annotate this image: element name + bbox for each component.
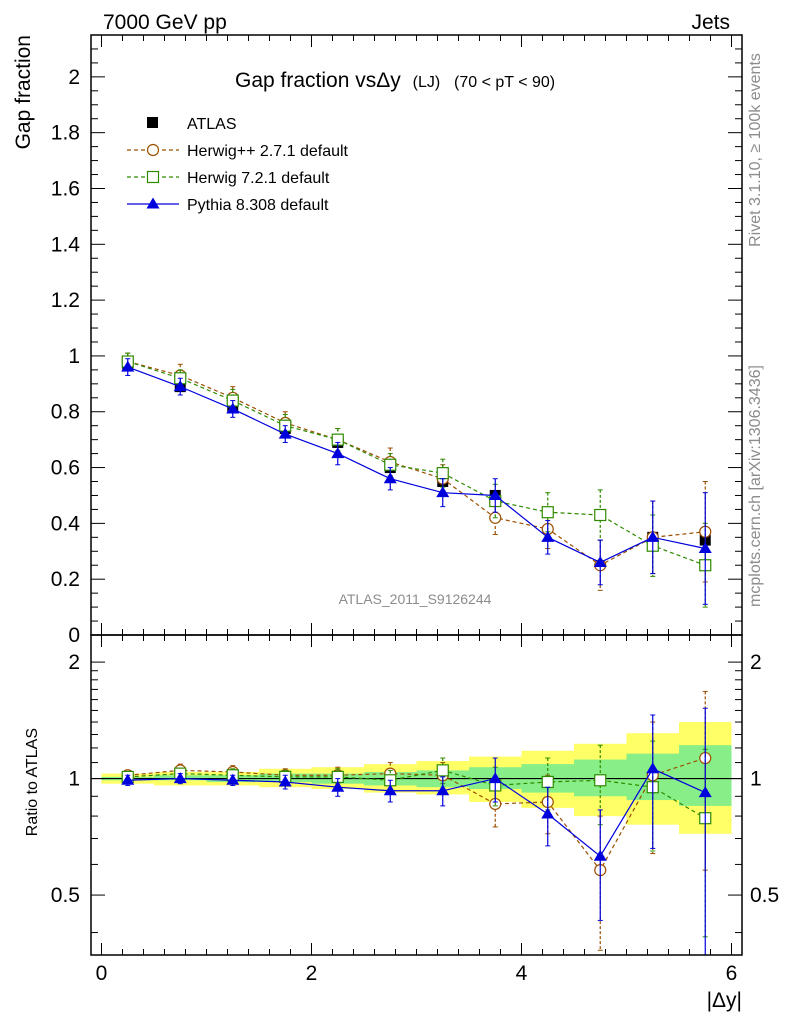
main-line-herwig-7-2-1-default	[127, 360, 706, 566]
legend-label-herwig7: Herwig 7.2.1 default	[187, 170, 330, 187]
main-point-herwig-7-2-1-default	[436, 467, 449, 480]
legend: ATLAS Herwig++ 2.7.1 default Herwig 7.2.…	[127, 116, 349, 214]
legend-label-atlas: ATLAS	[187, 116, 237, 133]
ratio-point-herwig-7-2-1-default	[436, 764, 449, 777]
legend-marker-atlas	[147, 117, 158, 128]
main-series-atlas	[122, 358, 711, 546]
x-tick-label: 4	[516, 962, 528, 985]
main-y-axis-label: Gap fraction	[12, 35, 35, 149]
main-series-pythia-8-308-default	[121, 358, 712, 605]
x-tick-label: 2	[306, 962, 318, 985]
main-y-tick-label: 1	[68, 345, 80, 368]
main-point-pythia-8-308-default	[383, 472, 397, 484]
ratio-uncertainty-bands	[101, 722, 732, 834]
main-line-herwig-2-7-1-default	[127, 360, 706, 566]
main-y-tick-label: 0.6	[51, 457, 80, 480]
main-y-tick-label: 0.4	[51, 512, 81, 535]
main-y-tick-label: 0	[68, 624, 80, 647]
axes-layer: 0 2 4 6 0 0.2 0.4 0.6 0.8 1 1.2 1.4 1.6 1.8 2 0.5 0.5 1 1 2…	[51, 34, 779, 985]
ratio-point-pythia-8-308-default	[331, 780, 345, 792]
ratio-point-pythia-8-308-default	[593, 849, 607, 861]
ratio-point-pythia-8-308-default	[226, 773, 240, 785]
ratio-y-tick-label-right: 2	[750, 651, 762, 674]
x-tick-label: 0	[96, 962, 108, 985]
main-point-herwig-7-2-1-default	[594, 508, 607, 522]
ratio-series-layer	[121, 690, 712, 956]
main-y-tick-label: 0.8	[51, 401, 80, 424]
analysis-watermark: ATLAS_2011_S9126244	[339, 591, 492, 607]
x-axis-label: |Δy|	[707, 989, 742, 1012]
ratio-point-pythia-8-308-default	[646, 762, 660, 774]
ratio-series-herwig-2-7-1-default	[121, 690, 712, 951]
main-point-pythia-8-308-default	[488, 488, 502, 500]
main-point-pythia-8-308-default	[173, 380, 187, 392]
main-series-herwig-7-2-1-default	[121, 352, 712, 608]
legend-marker-herwigpp	[146, 143, 160, 157]
ratio-y-tick-label-left: 2	[68, 651, 80, 674]
main-point-pythia-8-308-default	[436, 486, 450, 498]
main-point-pythia-8-308-default	[593, 555, 607, 567]
mcplots-label: mcplots.cern.ch [arXiv:1306.3436]	[747, 365, 764, 607]
main-y-tick-label: 1.4	[51, 233, 81, 256]
legend-marker-pythia	[146, 197, 160, 209]
main-point-herwig-7-2-1-default	[541, 506, 554, 519]
main-y-tick-label: 2	[68, 66, 80, 89]
ratio-point-pythia-8-308-default	[173, 772, 187, 784]
ratio-y-tick-label-right: 1	[750, 768, 762, 791]
title-range: (70 < pT < 90)	[454, 74, 555, 91]
main-point-pythia-8-308-default	[646, 530, 660, 542]
main-point-pythia-8-308-default	[121, 360, 135, 372]
title-tag: (LJ)	[413, 74, 441, 91]
plot-title: Gap fraction vsΔy (LJ) (70 < pT < 90)	[235, 69, 555, 92]
main-y-tick-label: 0.2	[51, 568, 80, 591]
ratio-point-pythia-8-308-default	[698, 786, 712, 798]
header-process-label: Jets	[691, 11, 730, 34]
main-point-pythia-8-308-default	[541, 530, 555, 542]
ratio-point-herwig-7-2-1-default	[594, 774, 607, 787]
main-point-pythia-8-308-default	[331, 447, 345, 459]
legend-label-pythia: Pythia 8.308 default	[187, 197, 329, 214]
main-y-tick-label: 1.2	[51, 289, 80, 312]
title-main: Gap fraction vsΔy	[235, 69, 401, 92]
ratio-line-herwig-7-2-1-default	[127, 769, 706, 819]
ratio-point-pythia-8-308-default	[488, 772, 502, 784]
rivet-version-label: Rivet 3.1.10, ≥ 100k events	[747, 53, 764, 247]
main-point-pythia-8-308-default	[278, 427, 292, 439]
ratio-point-pythia-8-308-default	[383, 784, 397, 796]
main-series-layer	[121, 352, 712, 608]
main-series-herwig-2-7-1-default	[121, 352, 712, 591]
ratio-y-axis-label: Ratio to ATLAS	[24, 728, 41, 836]
x-tick-label: 6	[726, 962, 738, 985]
ratio-line-pythia-8-308-default	[127, 768, 706, 858]
ratio-y-tick-label-left: 0.5	[51, 884, 80, 907]
main-y-tick-label: 1.6	[51, 177, 80, 200]
main-line-pythia-8-308-default	[127, 366, 706, 564]
ratio-point-pythia-8-308-default	[278, 775, 292, 787]
ratio-series-pythia-8-308-default	[121, 707, 712, 956]
legend-marker-herwig7	[146, 170, 160, 184]
main-y-tick-label: 1.8	[51, 122, 80, 145]
main-point-pythia-8-308-default	[698, 541, 712, 553]
ratio-point-pythia-8-308-default	[541, 807, 555, 819]
ratio-line-herwig-2-7-1-default	[127, 757, 706, 872]
header-energy-label: 7000 GeV pp	[103, 11, 227, 34]
main-point-pythia-8-308-default	[226, 402, 240, 414]
ratio-point-pythia-8-308-default	[436, 784, 450, 796]
ratio-y-tick-label-right: 0.5	[750, 884, 779, 907]
ratio-point-herwig-7-2-1-default	[541, 775, 554, 789]
legend-label-herwigpp: Herwig++ 2.7.1 default	[187, 143, 349, 160]
ratio-point-pythia-8-308-default	[121, 773, 135, 785]
ratio-y-tick-label-left: 1	[68, 768, 80, 791]
